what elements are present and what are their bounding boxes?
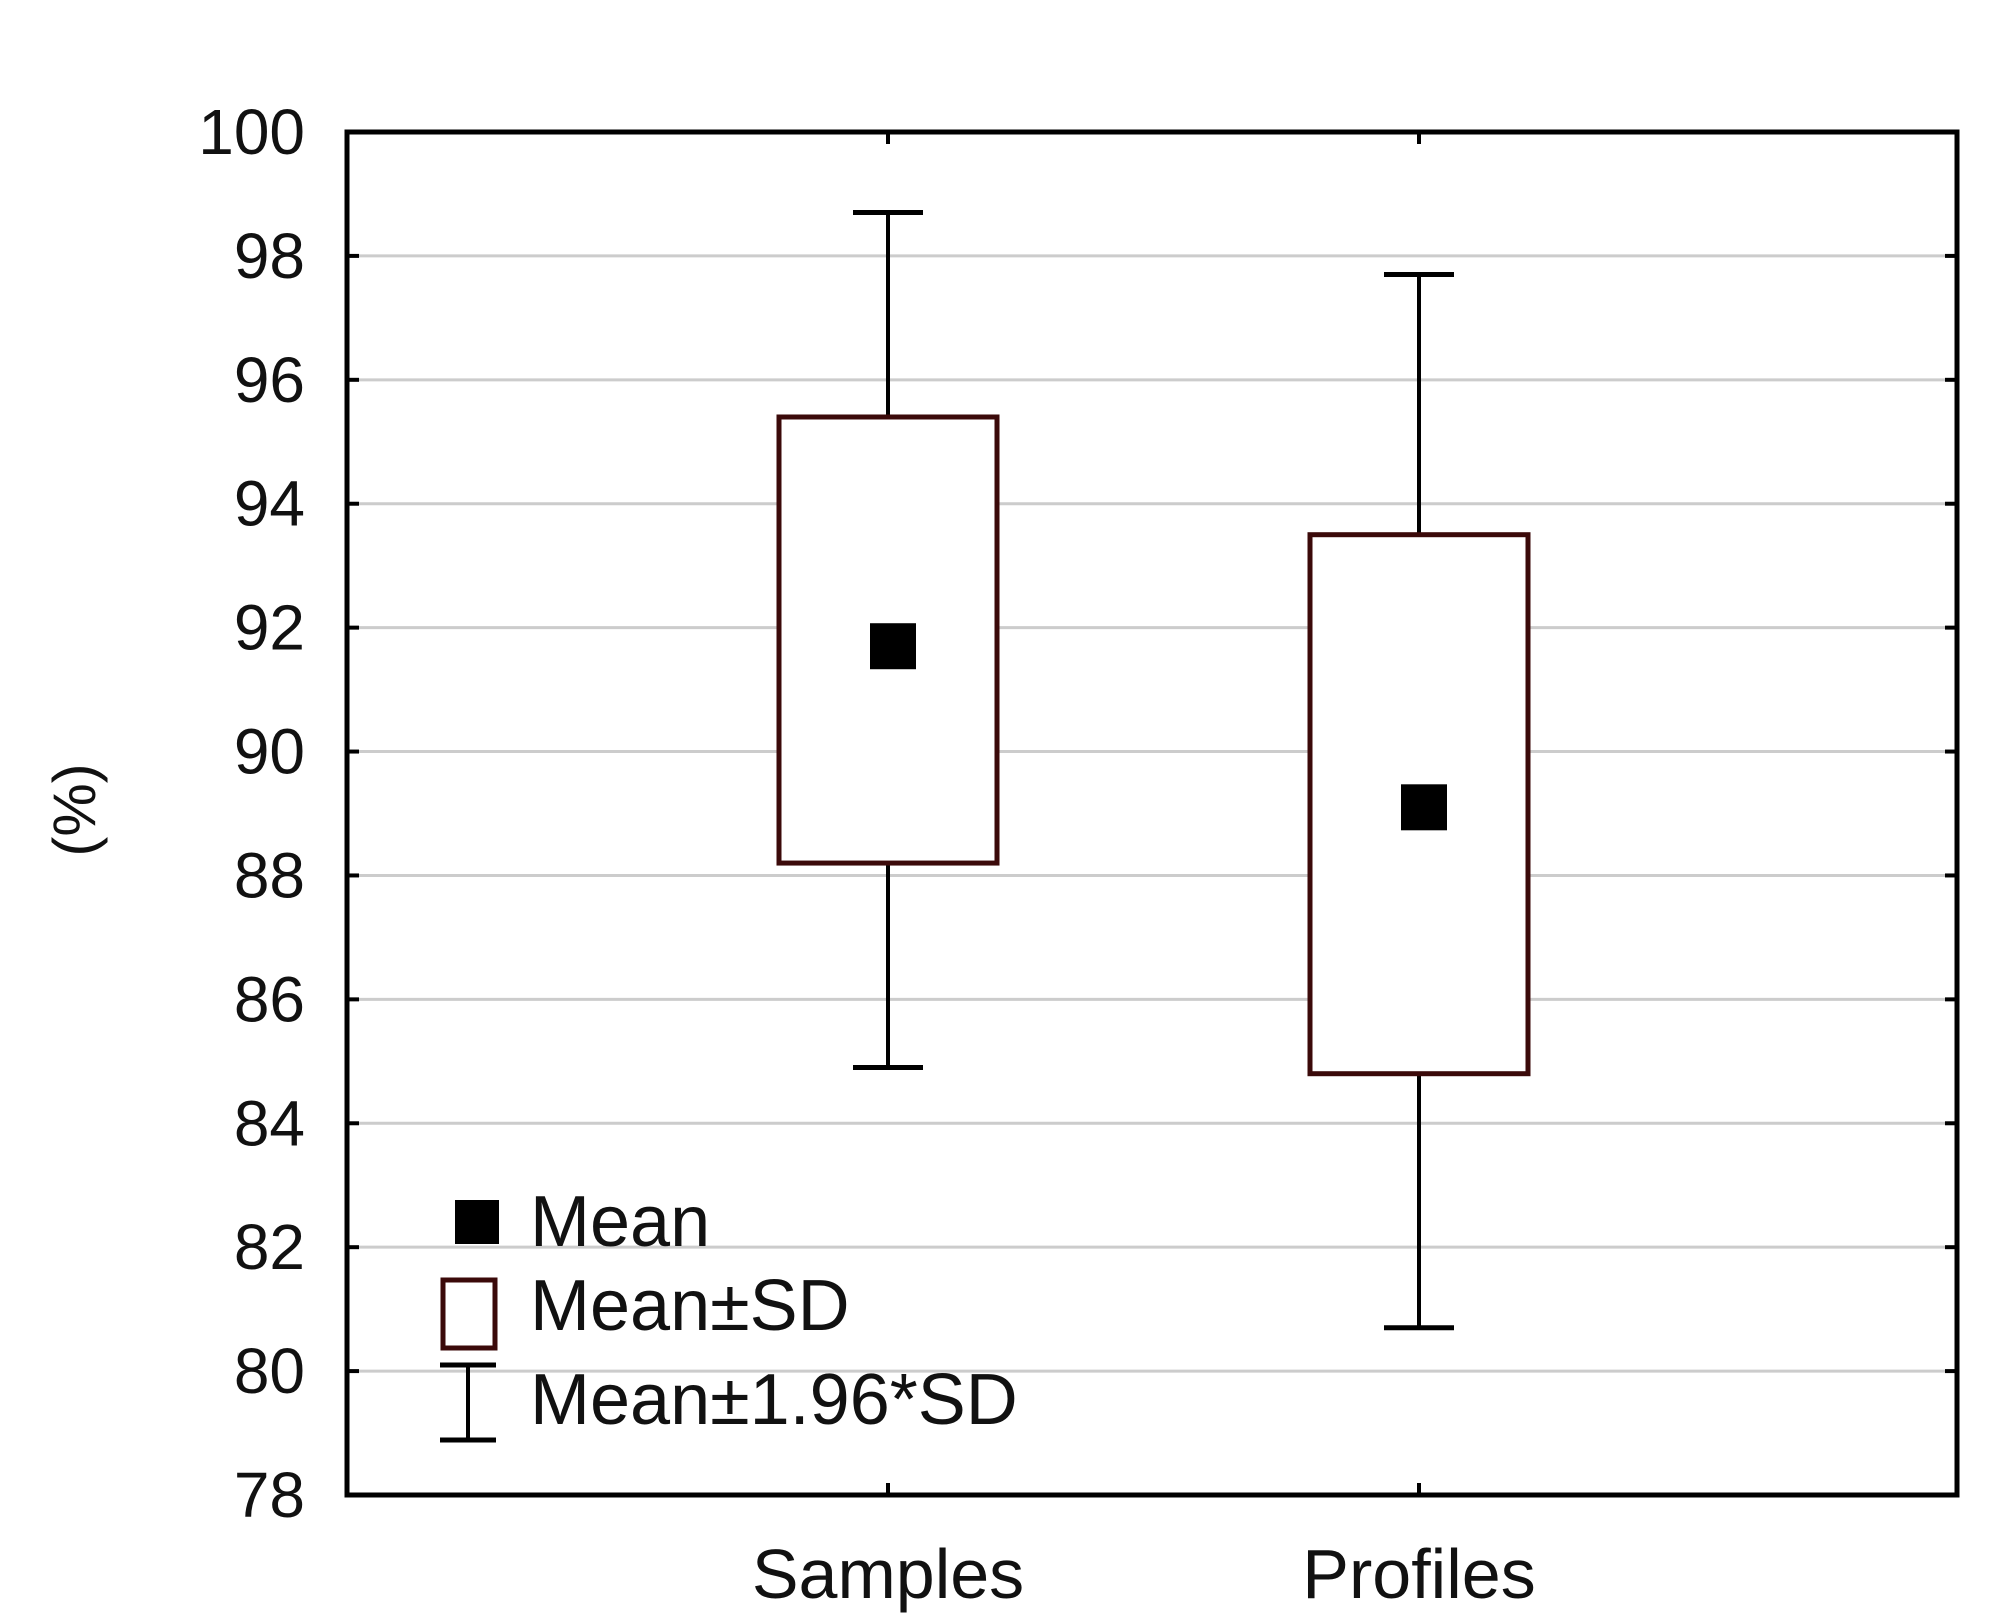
legend-sd-box-icon (440, 1277, 498, 1351)
y-tick-label: 84 (234, 1087, 305, 1159)
y-tick-label: 100 (198, 96, 305, 168)
y-tick-label: 92 (234, 592, 305, 664)
y-tick-label: 98 (234, 220, 305, 292)
y-tick-label: 88 (234, 839, 305, 911)
axis-ticks (347, 130, 1957, 1497)
legend-label: Mean (530, 1182, 710, 1262)
legend-whisker-icon (440, 1362, 496, 1443)
x-category-label: Samples (752, 1535, 1024, 1613)
box-group-samples (776, 210, 1000, 1071)
y-tick-label: 78 (234, 1459, 305, 1531)
legend-mean-icon (455, 1200, 499, 1244)
x-axis-category-labels: Samples Profiles (752, 1535, 1536, 1613)
legend-label: Mean±SD (530, 1266, 850, 1346)
gridlines (347, 254, 1957, 1373)
y-axis-tick-labels: 78 80 82 84 86 88 90 92 94 96 98 100 (198, 96, 305, 1531)
mean-marker (870, 623, 916, 670)
box-group-profiles (1307, 271, 1531, 1331)
plot-area-frame (344, 129, 1960, 1498)
y-tick-label: 94 (234, 468, 305, 540)
y-tick-label: 96 (234, 344, 305, 416)
y-tick-label: 82 (234, 1211, 305, 1283)
y-tick-label: 90 (234, 716, 305, 788)
y-axis-label: (%) (41, 763, 108, 856)
y-tick-label: 86 (234, 963, 305, 1035)
y-tick-label: 80 (234, 1335, 305, 1407)
mean-marker (1401, 784, 1447, 831)
x-category-label: Profiles (1302, 1535, 1535, 1613)
box-series (776, 210, 1531, 1331)
legend-label: Mean±1.96*SD (530, 1360, 1018, 1440)
